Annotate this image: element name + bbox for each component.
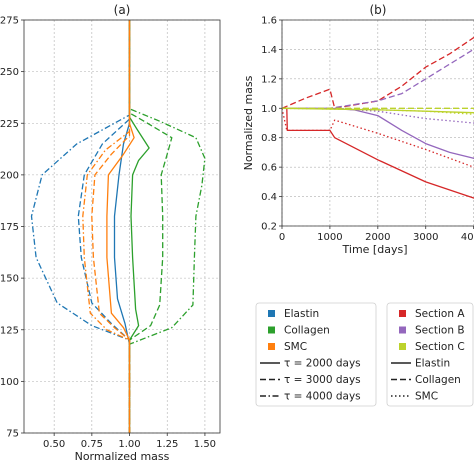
panel-a-legend-label: τ = 4000 days: [284, 391, 361, 403]
panel-b-chart: 0 1000 2000 3000 4000 0.2 0.4 0.6 0.8 1.0 1.2 1.4 1.…: [242, 3, 474, 256]
b-y-tick-label: 0.6: [261, 163, 277, 174]
b-y-tick-label: 0.4: [261, 192, 277, 203]
panel-a-legend-label: τ = 2000 days: [284, 358, 361, 370]
a-y-tick-label: 275: [0, 16, 19, 27]
panel-b-legend-label: Elastin: [415, 358, 450, 370]
a-x-tick-label: 1.25: [156, 439, 178, 450]
b-series-smc-B: [282, 107, 474, 124]
b-y-tick-label: 1.2: [261, 74, 277, 85]
panel-a-legend-box: [255, 302, 377, 407]
a-y-tick-label: 150: [0, 274, 19, 285]
a-series-elastin-4000: [30, 20, 131, 433]
a-series-collagen-4000: [128, 20, 206, 433]
a-x-tick-label: 1.50: [194, 439, 216, 450]
panel-b-legend-swatch: [399, 343, 406, 350]
panel-b-legend-label: Section C: [415, 341, 465, 353]
b-x-tick-label: 0: [279, 232, 285, 243]
panel-a-ticks: 0.50 0.75 1.00 1.25 1.50 75 100 125 150 175 200 225…: [0, 16, 216, 451]
panel-a-legend-label: SMC: [284, 341, 307, 353]
panel-a-legend-swatch: [268, 326, 275, 334]
b-y-tick-label: 0.8: [261, 133, 277, 144]
panel-b-legend-swatch: [399, 326, 406, 334]
panel-b-legend-swatch: [399, 310, 406, 317]
b-series-collagen-A: [282, 36, 474, 109]
b-series-collagen-B: [282, 48, 474, 109]
a-x-tick-label: 0.50: [43, 439, 65, 450]
a-series-collagen-2000: [128, 20, 150, 433]
panel-a-legend-swatch: [268, 343, 275, 350]
panel-b-legend: Section A Section B Section C Elastin Collag…: [386, 302, 474, 407]
panel-a-legend-label: Collagen: [284, 325, 330, 337]
panel-b-ticks: 0 1000 2000 3000 4000 0.2 0.4 0.6 0.8 1.0 1.2 1.4 1.…: [261, 16, 474, 243]
a-x-tick-label: 0.75: [81, 439, 103, 450]
panel-b-legend-label: Section A: [415, 308, 465, 320]
panel-a-legend-swatch: [268, 310, 275, 317]
panel-b-legend-label: Collagen: [415, 374, 461, 386]
a-y-tick-label: 250: [0, 67, 19, 78]
b-y-tick-label: 1.6: [261, 16, 277, 27]
panel-a-x-axis-label: Normalized mass: [75, 450, 170, 463]
b-series-elastin-C: [282, 107, 474, 114]
b-series-elastin-A: [282, 107, 474, 199]
a-y-tick-label: 225: [0, 119, 19, 130]
b-y-tick-label: 0.2: [261, 222, 277, 233]
b-y-tick-label: 1.0: [261, 104, 277, 115]
panel-b-legend-label: SMC: [415, 391, 438, 403]
panel-a-legend-label: Elastin: [284, 308, 319, 320]
panel-b-x-axis-label: Time [days]: [342, 243, 408, 256]
a-y-tick-label: 125: [0, 325, 19, 336]
a-x-tick-label: 1.00: [118, 439, 140, 450]
b-x-tick-label: 4000: [461, 232, 474, 243]
panel-a-legend: Elastin Collagen SMC τ = 2000 days τ = 3000 …: [255, 302, 377, 407]
panel-b-frame: [281, 19, 474, 227]
panel-b-lines: [282, 36, 474, 199]
panel-a-legend-label: τ = 3000 days: [284, 374, 361, 386]
a-y-tick-label: 100: [0, 377, 19, 388]
b-y-tick-label: 1.4: [261, 45, 277, 56]
a-y-tick-label: 175: [0, 222, 19, 233]
panel-b-legend-box: [386, 302, 474, 407]
b-x-tick-label: 2000: [365, 232, 390, 243]
b-x-tick-label: 3000: [413, 232, 438, 243]
a-series-elastin-3000: [77, 20, 131, 433]
panel-b-y-axis-label: Normalized mass: [242, 75, 255, 170]
a-y-tick-label: 75: [6, 429, 19, 440]
panel-b-grid: [281, 19, 474, 227]
panel-a-chart: 0.50 0.75 1.00 1.25 1.50 75 100 125 150 175 200 225…: [0, 3, 221, 463]
panel-a-title: (a): [114, 3, 131, 17]
a-y-tick-label: 200: [0, 170, 19, 181]
a-series-smc-4000: [82, 20, 131, 433]
panel-a-lines: [30, 20, 206, 433]
panel-b-title: (b): [370, 3, 387, 17]
b-x-tick-label: 1000: [317, 232, 342, 243]
a-series-smc-2000: [106, 20, 135, 433]
panel-b-legend-label: Section B: [415, 325, 465, 337]
panel-a-grid: [24, 19, 220, 434]
